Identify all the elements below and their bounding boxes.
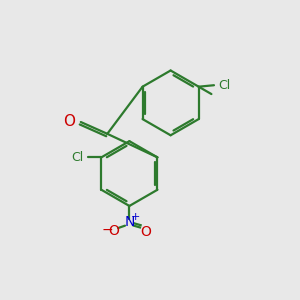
Text: O: O <box>109 224 119 238</box>
Text: −: − <box>102 223 113 236</box>
Text: Cl: Cl <box>218 79 231 92</box>
Text: N: N <box>124 215 135 229</box>
Text: O: O <box>64 114 76 129</box>
Text: Cl: Cl <box>71 151 84 164</box>
Text: O: O <box>140 225 151 239</box>
Text: +: + <box>130 212 140 222</box>
